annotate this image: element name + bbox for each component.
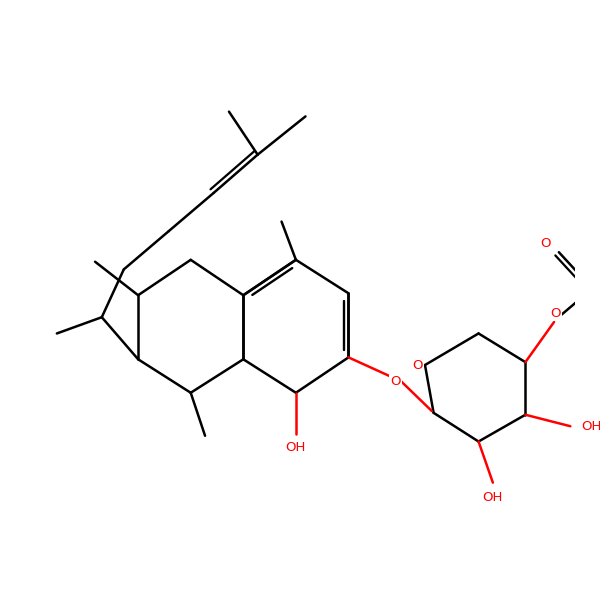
Text: O: O — [541, 237, 551, 250]
Text: OH: OH — [482, 491, 503, 504]
Text: OH: OH — [286, 440, 306, 454]
Text: O: O — [551, 307, 561, 320]
Text: OH: OH — [581, 420, 600, 433]
Text: O: O — [413, 359, 423, 371]
Text: O: O — [390, 375, 401, 388]
